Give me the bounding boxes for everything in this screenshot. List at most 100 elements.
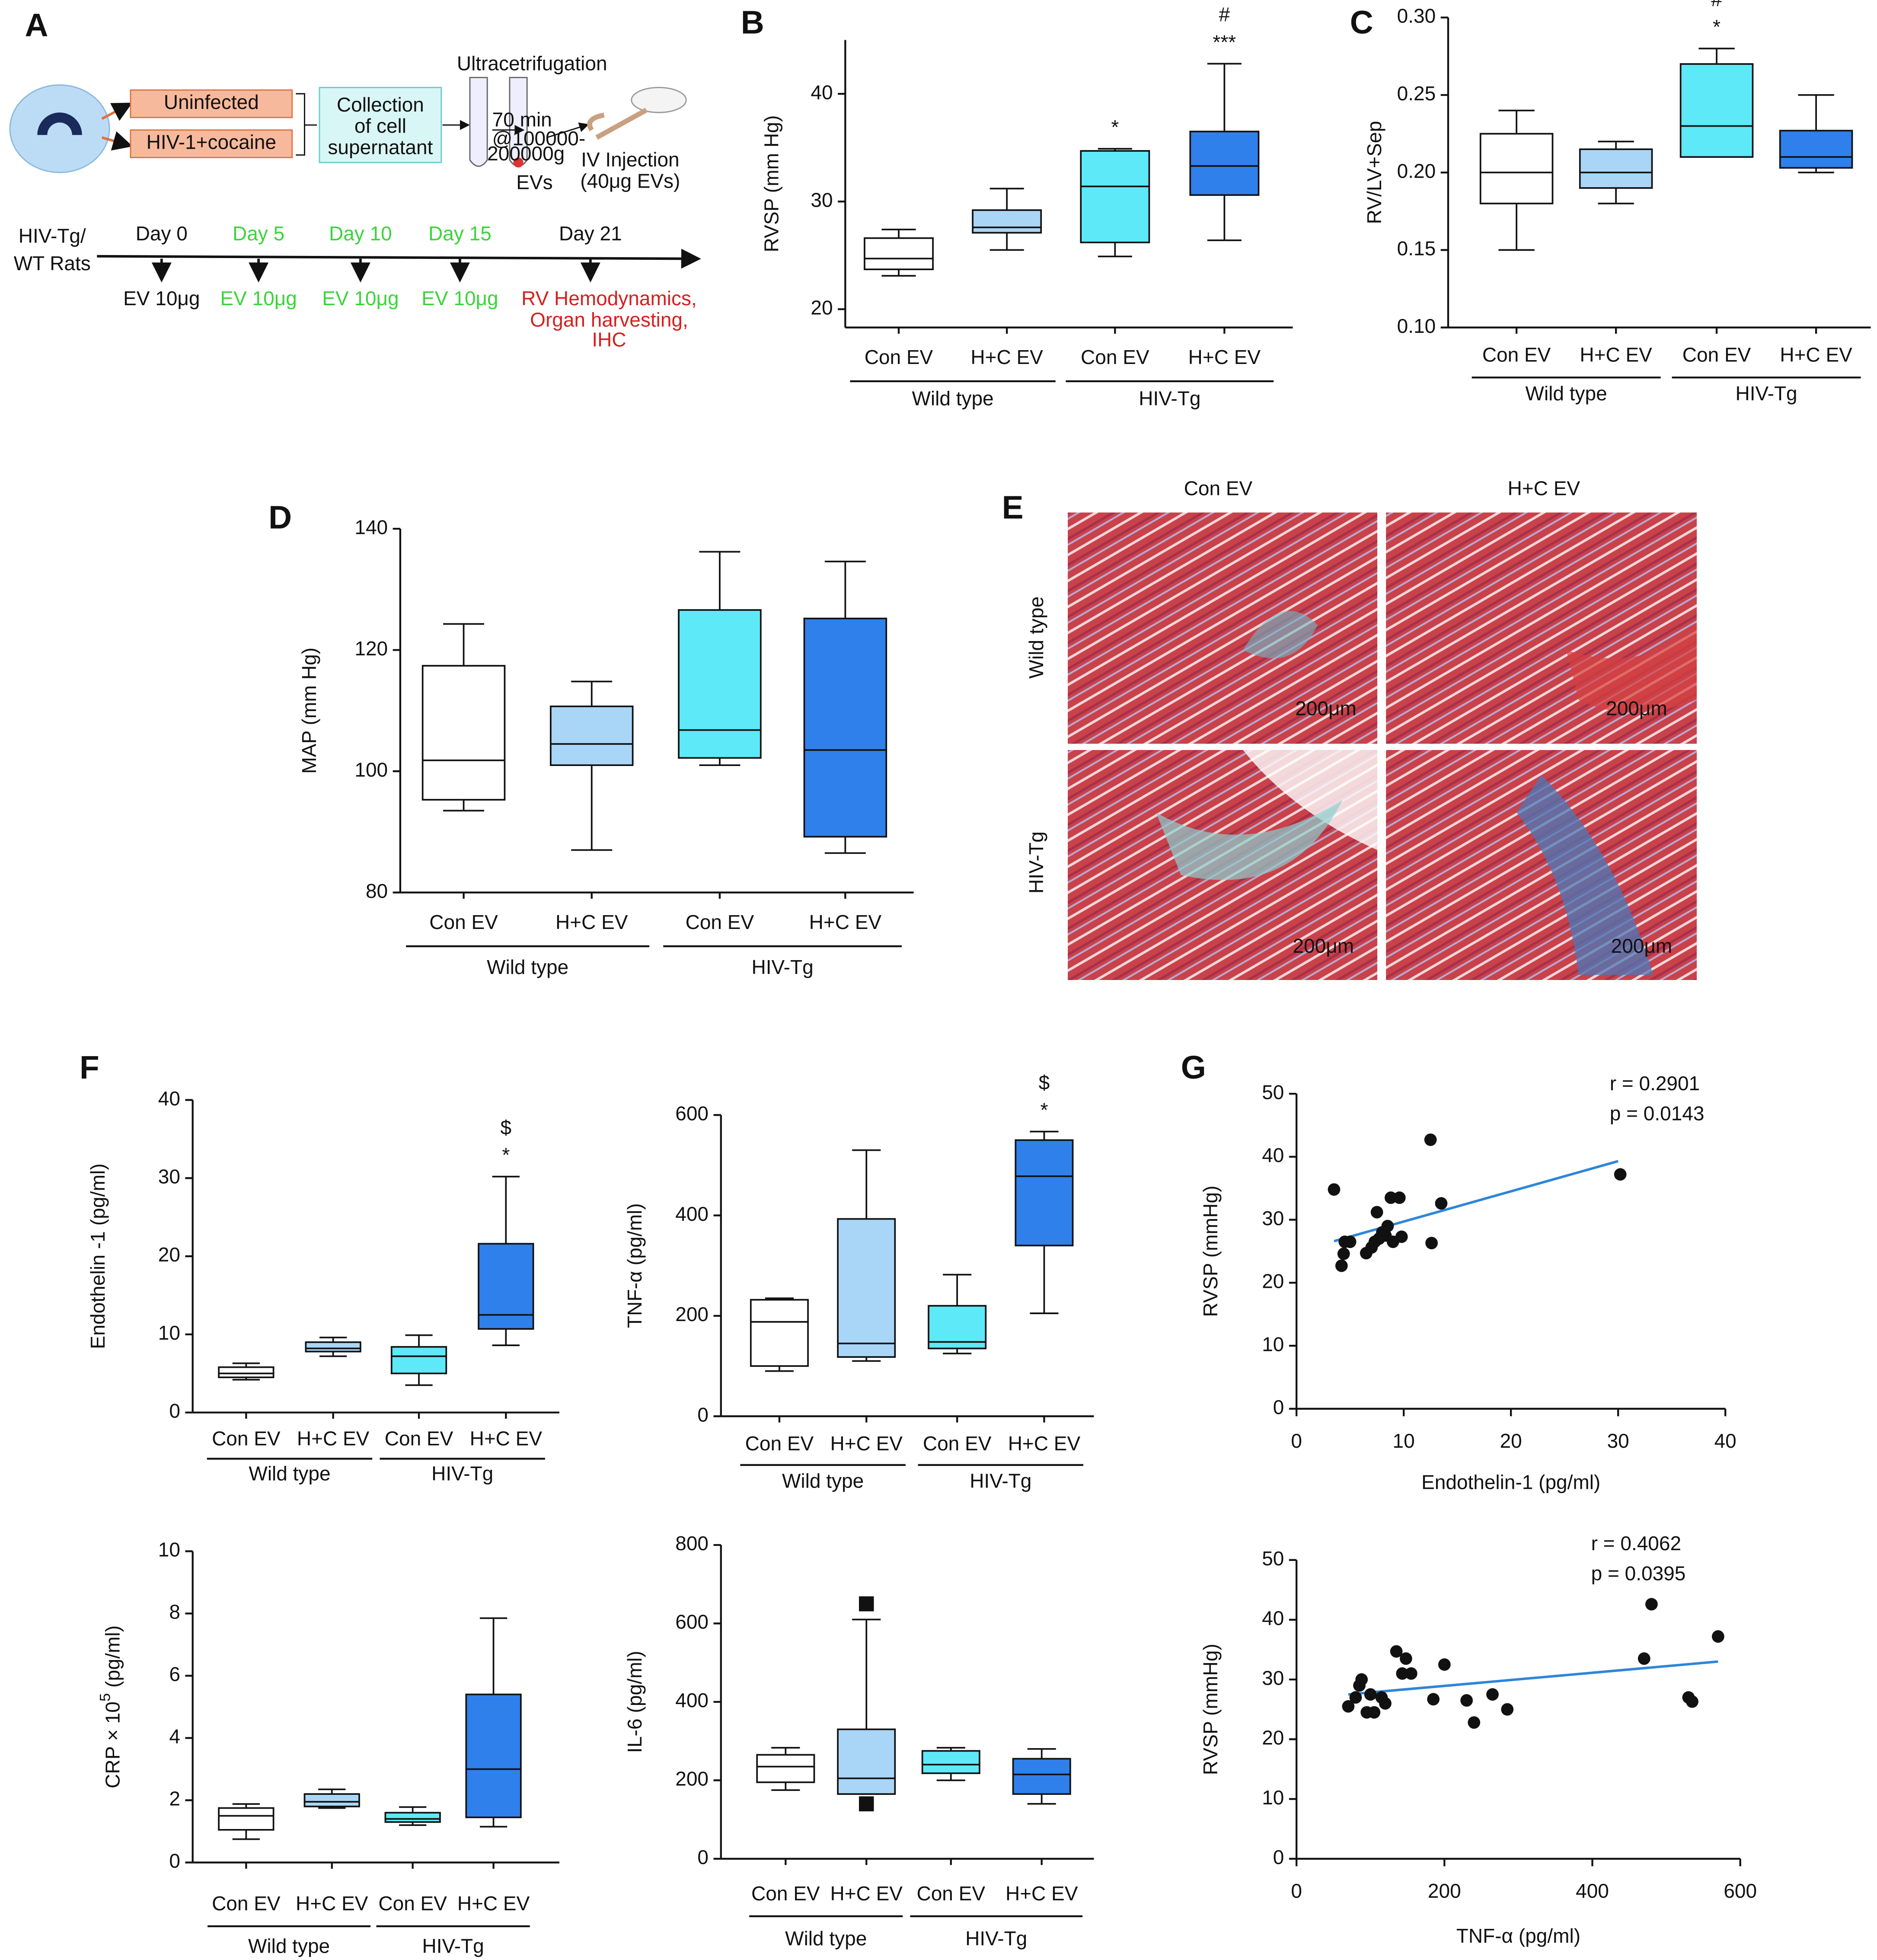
box-chart: 0 2 4 6 8 10 CRP × 105 (pg/ml) Con EV H+C EV Con …	[97, 1539, 559, 1957]
pellet-icon	[513, 157, 524, 168]
x-tick-label: H+C EV	[1780, 343, 1852, 366]
point	[1335, 1259, 1348, 1272]
significance-label: *	[1111, 116, 1119, 138]
y-axis-label-part: (pg/ml)	[102, 1625, 124, 1693]
y-tick-label: 80	[366, 880, 388, 902]
panel-label: C	[1350, 4, 1373, 40]
y-tick-label: 600	[675, 1102, 709, 1124]
trend-line	[1348, 1660, 1718, 1696]
point	[1396, 1667, 1409, 1680]
collection-label: Collection	[337, 93, 424, 116]
x-axis-label: Endothelin-1 (pg/ml)	[1421, 1471, 1600, 1493]
point	[1379, 1697, 1392, 1710]
panel-label: G	[1181, 1049, 1206, 1085]
point	[1424, 1133, 1437, 1146]
condition-box	[130, 89, 293, 118]
y-axis-label: CRP × 105 (pg/ml)	[97, 1625, 124, 1788]
point	[1355, 1673, 1368, 1686]
scale-bar-label: 200μm	[1606, 697, 1667, 720]
y-tick-label: 10	[1262, 1333, 1284, 1355]
significance-label: #	[1219, 3, 1230, 26]
fibrosis-stain	[1156, 800, 1343, 880]
column-label: Con EV	[1184, 477, 1253, 500]
y-tick-label: 0.15	[1397, 237, 1436, 259]
product-label: EVs	[516, 171, 552, 193]
box	[837, 1218, 896, 1358]
point	[1342, 1700, 1355, 1713]
panel-label: B	[741, 4, 764, 40]
dose-label: EV 10μg	[123, 287, 200, 310]
y-tick-label: 0.10	[1397, 315, 1436, 337]
significance-label: $	[501, 1116, 512, 1139]
box-chart: 0 200 400 600 TNF-α (pg/ml) Con EV H+C EV Con E…	[624, 1071, 1094, 1492]
point	[1395, 1230, 1408, 1243]
y-axis-label: RVSP (mmHg)	[1199, 1185, 1222, 1317]
box	[421, 665, 506, 801]
x-tick-label: 10	[1393, 1430, 1415, 1452]
x-tick-label: Con EV	[865, 346, 933, 368]
stat-label: p = 0.0395	[1591, 1562, 1686, 1584]
scale-bar-label: 200μm	[1293, 935, 1354, 957]
x-tick-label: H+C EV	[809, 911, 882, 933]
timeline: Day 0 EV 10μg Day 5 EV 10μg Day 10 EV 10μg Day…	[123, 222, 697, 351]
group-label: Wild type	[248, 1934, 330, 1957]
y-tick-label: 0.20	[1397, 160, 1436, 182]
histology: Con EV H+C EV Wild type HIV-Tg 200μm 200…	[1025, 477, 1697, 980]
point	[1427, 1693, 1440, 1706]
y-tick-label: 400	[675, 1689, 709, 1711]
x-tick-label: 400	[1576, 1880, 1609, 1902]
group-label: Wild type	[785, 1927, 867, 1950]
y-axis-label: RVSP (mm Hg)	[760, 115, 783, 252]
arrow	[101, 102, 133, 121]
box	[972, 209, 1042, 234]
group-label: Wild type	[912, 387, 993, 409]
arrow	[546, 122, 589, 138]
injection-label: (40μg EVs)	[580, 169, 680, 192]
point	[1711, 1630, 1724, 1643]
y-tick-label: 120	[354, 637, 388, 660]
box-chart: 0.10 0.15 0.20 0.25 0.30 RV/LV+Sep Con EV H+C E…	[1363, 0, 1871, 405]
y-tick-label: 50	[1262, 1081, 1284, 1103]
day-label: Day 5	[233, 222, 284, 245]
point	[1349, 1691, 1362, 1704]
tube-icon	[469, 77, 488, 167]
x-tick-label: Con EV	[923, 1432, 992, 1455]
x-tick-label: Con EV	[429, 911, 498, 933]
y-tick-label: 30	[811, 188, 833, 211]
x-tick-label: H+C EV	[1006, 1882, 1078, 1905]
group-label: HIV-Tg	[1139, 387, 1200, 409]
x-tick-label: H+C EV	[1580, 343, 1652, 366]
tissue-region	[1566, 625, 1697, 713]
box	[549, 705, 634, 766]
y-tick-label: 400	[675, 1203, 709, 1225]
x-tick-label: 200	[1428, 1880, 1461, 1902]
y-tick-label: 20	[811, 296, 833, 319]
x-tick-label: H+C EV	[970, 346, 1043, 368]
scatter-chart: 0 10 20 30 40 50 0 10 20 30 40 Endothelin-1 (pg/ml)…	[1199, 1072, 1737, 1494]
timeline-axis	[97, 249, 701, 269]
significance-label: #	[1711, 0, 1722, 11]
x-tick-label: Con EV	[378, 1892, 447, 1915]
point	[1328, 1183, 1341, 1196]
y-axis-label-part: Endothelin -1 (pg/ml)	[86, 1163, 109, 1349]
y-tick-label: 140	[354, 516, 388, 538]
significance-label: *	[1713, 16, 1721, 38]
box	[390, 1346, 447, 1375]
box-chart: 0 10 20 30 40 Endothelin -1 (pg/ml) Con EV H+C …	[86, 1087, 559, 1484]
box	[305, 1341, 361, 1353]
x-tick-label: 600	[1724, 1880, 1757, 1902]
point	[1385, 1191, 1397, 1204]
y-tick-label: 50	[1262, 1547, 1284, 1570]
box	[1080, 150, 1150, 243]
x-tick-label: Con EV	[751, 1882, 820, 1905]
scale-bar-label: 200μm	[1611, 935, 1673, 957]
endpoint-label: Organ harvesting,	[530, 308, 688, 331]
y-axis-label: MAP (mm Hg)	[298, 648, 320, 774]
day-label: Day 15	[428, 222, 492, 245]
column-label: H+C EV	[1508, 477, 1580, 500]
group-label: Wild type	[249, 1462, 330, 1484]
y-tick-label: 40	[1262, 1144, 1284, 1166]
x-tick-label: H+C EV	[470, 1427, 543, 1449]
point	[1405, 1667, 1417, 1680]
box	[864, 237, 934, 270]
